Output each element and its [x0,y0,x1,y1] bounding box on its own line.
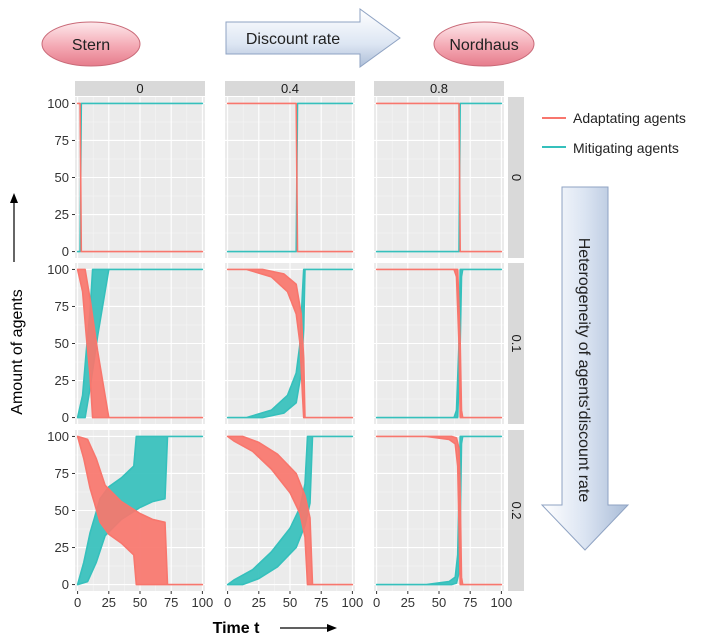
y-tick-label: 25 [55,373,69,388]
y-tick-label: 75 [55,133,69,148]
x-tick-label: 0 [373,595,380,610]
row-strip-label: 0 [509,174,524,181]
row-strip-label: 0.1 [509,334,524,352]
series-band-mitigating [76,268,204,419]
y-tick-label: 0 [62,577,69,592]
y-tick-label: 25 [55,207,69,222]
series-band-mitigating [375,102,503,253]
x-tick-label: 75 [463,595,477,610]
row-strip-0 [508,97,524,258]
series-band-adaptating [226,268,354,419]
series-band-mitigating [226,268,354,419]
x-axis-arrow [280,624,337,632]
stern-label: Stern [72,37,110,54]
y-axis-arrow [10,193,18,262]
y-tick-label: 100 [47,262,69,277]
x-tick-label: 75 [314,595,328,610]
x-tick-label: 50 [133,595,147,610]
x-tick-label: 0 [74,595,81,610]
y-tick-label: 50 [55,170,69,185]
series-band-mitigating [226,435,354,586]
y-tick-label: 25 [55,540,69,555]
series-band-adaptating [375,268,503,419]
heterogeneity-arrow: Heterogeneity of agents'discount rate [540,186,630,551]
y-tick-label: 100 [47,429,69,444]
legend: Adaptating agents Mitigating agents [542,110,686,156]
y-tick-label: 0 [62,410,69,425]
y-tick-label: 100 [47,96,69,111]
panels-group: 0 0.4 0.8 0 0.1 0.2 0 25 50 75 100 0 25 50 75 100 0 25 50 7… [47,81,524,610]
nordhaus-annotation: Nordhaus [433,21,535,67]
series-band-adaptating [76,102,204,253]
series-band-mitigating [375,435,503,586]
x-tick-label: 100 [192,595,214,610]
stern-annotation: Stern [41,21,141,67]
y-tick-label: 0 [62,244,69,259]
col-strip-label: 0 [136,81,143,96]
y-axis-title: Amount of agents [9,289,26,414]
x-tick-label: 0 [224,595,231,610]
y-tick-label: 50 [55,336,69,351]
y-tick-label: 75 [55,299,69,314]
row-strip-1 [508,263,524,424]
series-band-adaptating [226,435,354,586]
x-tick-label: 25 [252,595,266,610]
col-strip-1 [225,81,355,96]
x-tick-label: 50 [432,595,446,610]
y-tick-label: 75 [55,466,69,481]
x-tick-label: 50 [283,595,297,610]
y-tick-label: 50 [55,503,69,518]
col-strip-label: 0.4 [281,81,299,96]
discount-rate-arrow: Discount rate [225,8,401,68]
col-strip-0 [75,81,205,96]
series-band-mitigating [226,102,354,253]
series-band-adaptating [375,435,503,586]
col-strip-label: 0.8 [430,81,448,96]
row-strip-label: 0.2 [509,501,524,519]
x-axis-title: Time t [213,620,261,637]
series-band-adaptating [226,102,354,253]
discount-rate-label: Discount rate [246,31,340,48]
series-band-adaptating [375,102,503,253]
heterogeneity-label: Heterogeneity of agents'discount rate [575,238,592,503]
x-tick-label: 25 [401,595,415,610]
nordhaus-label: Nordhaus [449,37,518,54]
x-tick-label: 100 [342,595,364,610]
series-band-adaptating [76,435,204,586]
legend-label-mitigating: Mitigating agents [573,140,679,156]
series-band-mitigating [76,102,204,253]
series-band-adaptating [76,268,204,419]
col-strip-2 [374,81,504,96]
legend-label-adaptating: Adaptating agents [573,110,686,126]
row-strip-2 [508,430,524,591]
x-tick-label: 75 [164,595,178,610]
x-tick-label: 100 [491,595,513,610]
x-tick-label: 25 [102,595,116,610]
